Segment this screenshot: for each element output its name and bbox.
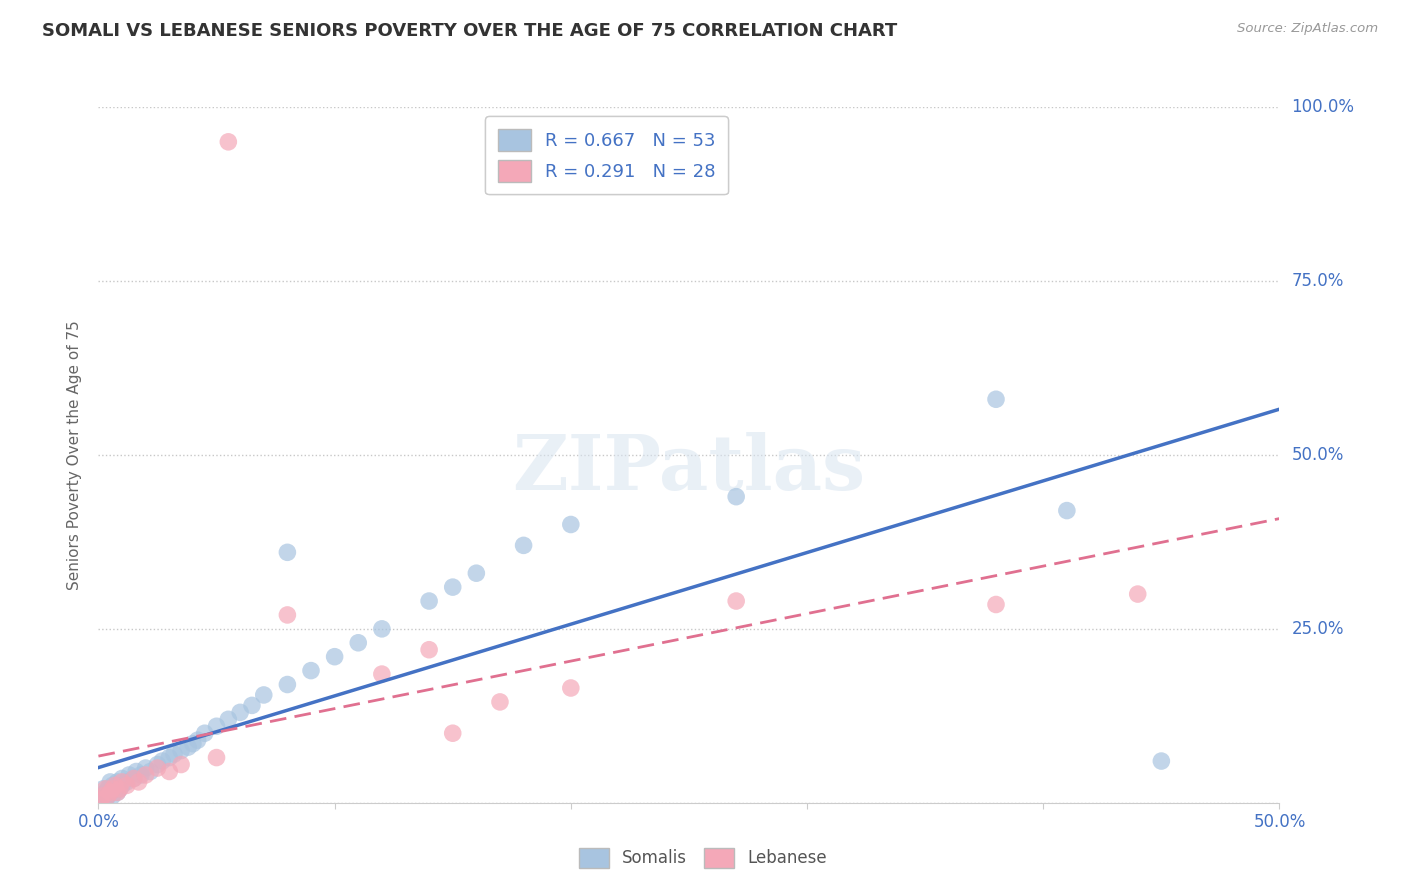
Point xyxy=(512,538,534,552)
Point xyxy=(115,778,138,792)
Point xyxy=(157,764,180,779)
Point xyxy=(205,750,228,764)
Point xyxy=(177,740,200,755)
Point xyxy=(105,785,128,799)
Point xyxy=(128,775,150,789)
Text: SOMALI VS LEBANESE SENIORS POVERTY OVER THE AGE OF 75 CORRELATION CHART: SOMALI VS LEBANESE SENIORS POVERTY OVER … xyxy=(42,22,897,40)
Point xyxy=(146,757,169,772)
Point xyxy=(122,772,145,786)
Point xyxy=(217,712,239,726)
Point xyxy=(135,768,157,782)
Point xyxy=(111,772,134,786)
Text: 100.0%: 100.0% xyxy=(1291,98,1354,116)
Point xyxy=(104,781,127,796)
Point xyxy=(725,594,748,608)
Point xyxy=(489,695,512,709)
Point xyxy=(187,733,209,747)
Point xyxy=(347,636,370,650)
Point xyxy=(135,761,157,775)
Text: 25.0%: 25.0% xyxy=(1291,620,1344,638)
Point xyxy=(108,781,131,796)
Point xyxy=(371,667,394,681)
Point xyxy=(725,490,748,504)
Point xyxy=(1126,587,1149,601)
Point xyxy=(181,737,204,751)
Point xyxy=(94,785,117,799)
Point xyxy=(253,688,276,702)
Point xyxy=(118,768,141,782)
Legend: R = 0.667   N = 53, R = 0.291   N = 28: R = 0.667 N = 53, R = 0.291 N = 28 xyxy=(485,116,728,194)
Point xyxy=(97,789,120,803)
Point xyxy=(984,598,1007,612)
Point xyxy=(111,778,134,792)
Y-axis label: Seniors Poverty Over the Age of 75: Seniors Poverty Over the Age of 75 xyxy=(67,320,83,590)
Point xyxy=(418,594,440,608)
Point xyxy=(105,785,128,799)
Point xyxy=(101,789,124,803)
Point xyxy=(299,664,322,678)
Point xyxy=(240,698,263,713)
Point xyxy=(94,792,117,806)
Point xyxy=(98,775,121,789)
Point xyxy=(90,792,112,806)
Point xyxy=(157,750,180,764)
Point xyxy=(276,677,298,691)
Point xyxy=(150,754,173,768)
Point xyxy=(97,781,120,796)
Point xyxy=(465,566,488,581)
Point xyxy=(91,789,114,803)
Point xyxy=(170,757,193,772)
Point xyxy=(194,726,217,740)
Point xyxy=(98,785,121,799)
Point xyxy=(105,775,128,789)
Point xyxy=(129,768,152,782)
Point xyxy=(323,649,346,664)
Point xyxy=(97,789,120,803)
Point xyxy=(560,681,582,695)
Point xyxy=(170,744,193,758)
Point xyxy=(111,775,134,789)
Point xyxy=(1150,754,1173,768)
Point xyxy=(441,580,464,594)
Point xyxy=(94,781,117,796)
Point xyxy=(91,781,114,796)
Point xyxy=(984,392,1007,407)
Point xyxy=(560,517,582,532)
Point xyxy=(229,706,252,720)
Text: Source: ZipAtlas.com: Source: ZipAtlas.com xyxy=(1237,22,1378,36)
Point xyxy=(104,778,127,792)
Point xyxy=(90,792,112,806)
Point xyxy=(441,726,464,740)
Point xyxy=(371,622,394,636)
Point xyxy=(101,778,124,792)
Point xyxy=(276,607,298,622)
Text: 75.0%: 75.0% xyxy=(1291,272,1344,290)
Point xyxy=(98,785,121,799)
Text: ZIPatlas: ZIPatlas xyxy=(512,432,866,506)
Point xyxy=(108,781,131,796)
Legend: Somalis, Lebanese: Somalis, Lebanese xyxy=(572,841,834,875)
Point xyxy=(1056,503,1078,517)
Point xyxy=(122,772,145,786)
Point xyxy=(91,789,114,803)
Point xyxy=(205,719,228,733)
Point xyxy=(139,764,162,779)
Point xyxy=(217,135,239,149)
Point xyxy=(115,775,138,789)
Text: 50.0%: 50.0% xyxy=(1291,446,1344,464)
Point xyxy=(101,781,124,796)
Point xyxy=(163,747,186,761)
Point xyxy=(276,545,298,559)
Point xyxy=(146,761,169,775)
Point xyxy=(125,764,148,779)
Point xyxy=(418,642,440,657)
